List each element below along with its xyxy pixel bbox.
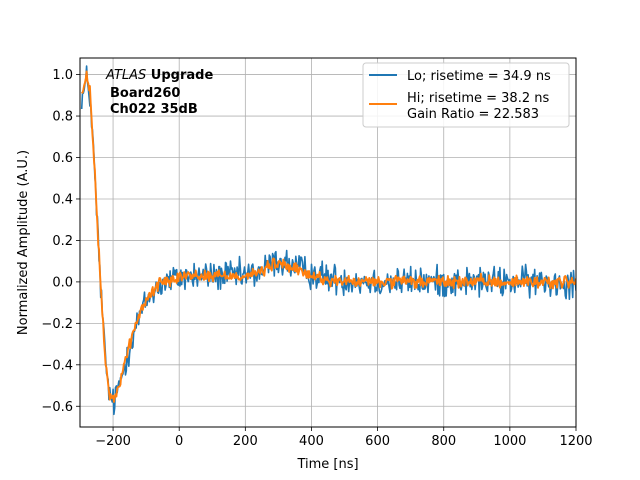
x-tick-label: 0	[175, 434, 183, 449]
x-tick-label: 200	[233, 434, 258, 449]
x-tick-label: 1000	[493, 434, 526, 449]
y-tick-label: 1.0	[52, 68, 73, 83]
y-tick-label: 0.0	[52, 275, 73, 290]
legend-label-hi-gain: Gain Ratio = 22.583	[407, 107, 539, 122]
x-tick-label: −200	[95, 434, 131, 449]
legend: Lo; risetime = 34.9 ns Hi; risetime = 38…	[362, 62, 570, 128]
y-tick-label: 0.8	[52, 110, 73, 125]
x-tick-label: 800	[431, 434, 456, 449]
annotation-line-2: Board260	[110, 86, 180, 101]
y-tick-label: −0.6	[41, 400, 73, 415]
plot-frame	[79, 57, 577, 428]
atlas-annotation: ATLAS Upgrade Board260 Ch022 35dB	[105, 68, 213, 117]
annotation-line-3: Ch022 35dB	[110, 102, 198, 117]
annotation-atlas: ATLAS	[105, 68, 146, 83]
x-tick-label: 1200	[559, 434, 592, 449]
series-layer	[80, 65, 576, 416]
y-tick-label: −0.2	[41, 317, 73, 332]
y-tick-label: −0.4	[41, 358, 73, 373]
legend-box	[362, 62, 570, 128]
x-tick-label: 600	[365, 434, 390, 449]
y-axis-label: Normalized Amplitude (A.U.)	[16, 150, 31, 335]
annotation-upgrade: Upgrade	[146, 68, 213, 83]
legend-label-lo: Lo; risetime = 34.9 ns	[407, 69, 551, 84]
x-axis-ticks: −200 0 200 400 600 800 1000 1200	[95, 427, 593, 449]
x-axis-label: Time [ns]	[296, 457, 358, 472]
y-axis-ticks: −0.6 −0.4 −0.2 0.0 0.2 0.4 0.6 0.8 1.0	[41, 68, 80, 415]
annotation-line-1: ATLAS Upgrade	[105, 68, 213, 83]
series-line-hi	[80, 70, 576, 403]
legend-label-hi: Hi; risetime = 38.2 ns	[407, 91, 549, 106]
y-tick-label: 0.2	[52, 234, 73, 249]
y-tick-label: 0.6	[52, 151, 73, 166]
y-tick-label: 0.4	[52, 192, 73, 207]
x-tick-label: 400	[299, 434, 324, 449]
